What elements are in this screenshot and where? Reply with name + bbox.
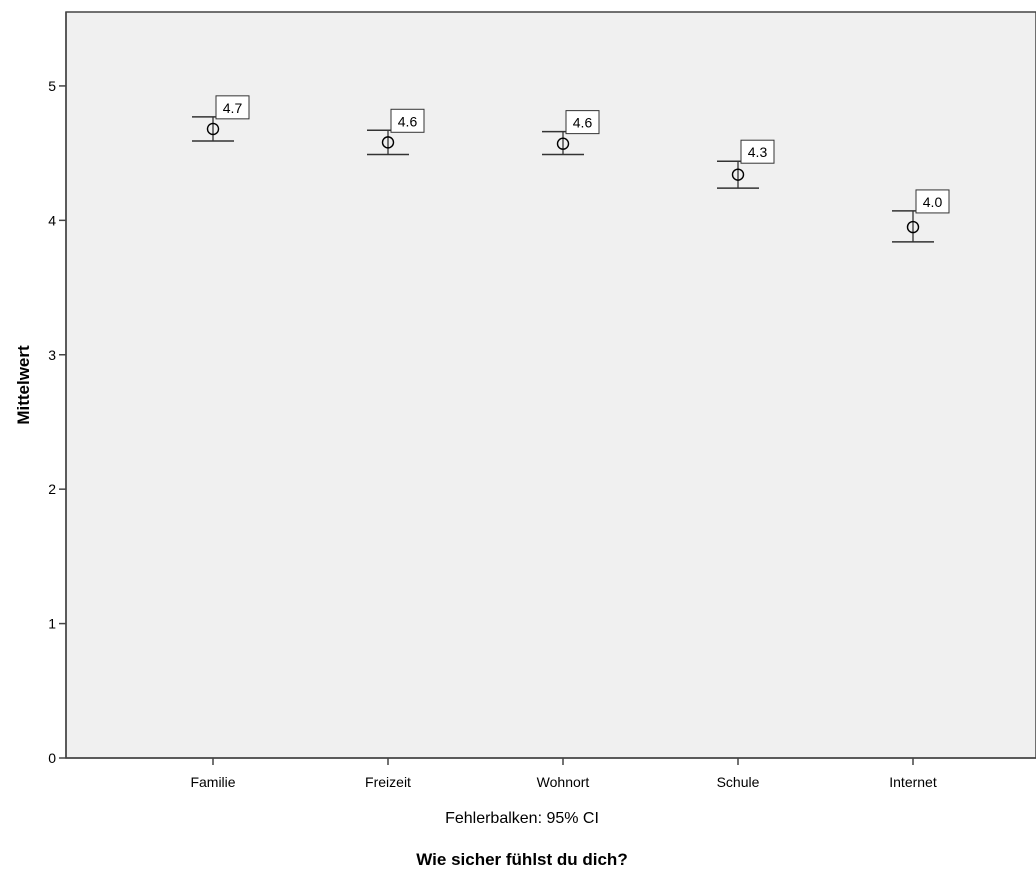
data-label-box <box>390 108 425 133</box>
y-tick-label: 2 <box>48 481 56 497</box>
error-bar-note: Fehlerbalken: 95% CI <box>445 810 599 827</box>
x-tick-label: Wohnort <box>537 774 590 790</box>
data-label: 4.6 <box>573 115 593 131</box>
x-tick-label: Internet <box>889 774 937 790</box>
x-axis-title: Wie sicher fühlst du dich? <box>416 850 627 869</box>
data-label-box <box>740 139 775 164</box>
data-label: 4.0 <box>923 194 943 210</box>
data-label: 4.6 <box>398 113 418 129</box>
data-label: 4.7 <box>223 100 243 116</box>
data-label: 4.3 <box>748 144 768 160</box>
mean-marker <box>731 168 745 181</box>
error-bars: 4.7 4.6 4.6 4.3 4.0 <box>192 95 950 243</box>
y-axis-title: Mittelwert <box>14 345 33 425</box>
error-bar-group: 4.6 <box>367 108 425 156</box>
data-label-box <box>215 95 250 120</box>
error-bar-group: 4.6 <box>542 110 600 156</box>
y-tick-label: 5 <box>48 78 56 94</box>
x-tick-label: Familie <box>190 774 235 790</box>
data-label-box <box>915 189 950 214</box>
y-tick-label: 0 <box>48 750 56 766</box>
y-tick-label: 1 <box>48 616 56 632</box>
x-tick-label: Schule <box>717 774 760 790</box>
x-axis: Familie Freizeit Wohnort Schule Internet <box>66 757 1036 790</box>
error-bar-group: 4.7 <box>192 95 250 142</box>
mean-marker <box>906 220 920 234</box>
mean-marker <box>556 137 570 150</box>
plot-area <box>65 11 1036 759</box>
y-tick-label: 3 <box>48 347 56 363</box>
data-label-box <box>565 110 600 135</box>
mean-marker <box>381 136 395 149</box>
y-axis: 0 1 2 3 4 5 <box>48 12 67 766</box>
mean-marker <box>206 122 220 136</box>
error-bar-group: 4.0 <box>892 189 950 243</box>
x-tick-label: Freizeit <box>365 774 411 790</box>
error-bar-group: 4.3 <box>717 139 775 189</box>
y-tick-label: 4 <box>48 212 56 228</box>
